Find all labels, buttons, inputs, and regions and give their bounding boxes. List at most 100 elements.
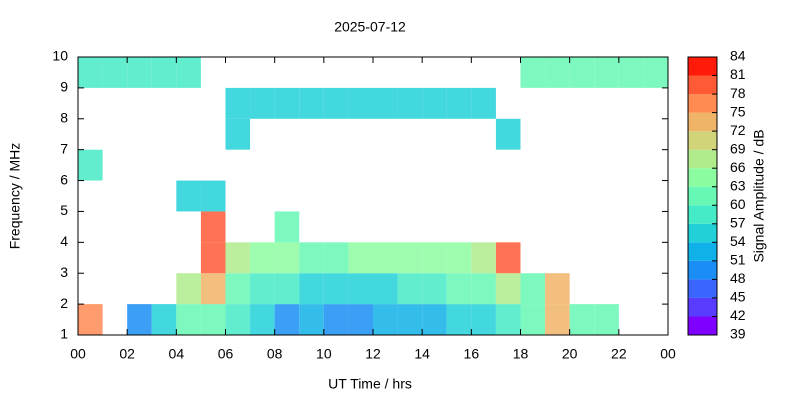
colorbar-tick-label: 84 [730,48,746,64]
colorbar-band [688,75,717,95]
colorbar-label: Signal Amplitude / dB [751,129,767,262]
heat-cell [274,211,300,243]
heat-cell [594,304,619,335]
heat-cell [594,57,619,88]
colorbar-band [688,205,717,224]
heat-cell [495,242,521,274]
colorbar-band [688,242,717,261]
heat-cell [225,242,251,274]
heat-cell [422,304,447,335]
heat-cell [299,242,324,274]
heat-cell [569,304,595,335]
x-axis-label: UT Time / hrs [328,376,412,392]
heat-cell [274,273,300,305]
heat-cell [520,304,546,335]
heat-cell [225,87,251,119]
heat-cell [250,242,275,274]
colorbar-band [688,131,717,150]
heat-cell [323,304,349,335]
heat-cell [200,211,226,243]
heat-cell [274,304,300,335]
colorbar-band [688,57,717,76]
heat-cell [446,304,472,335]
colorbar-tick-label: 51 [730,252,746,268]
colorbar-tick-label: 66 [730,159,746,175]
heat-cell [373,273,398,305]
heat-cell [446,87,472,119]
heat-cell [471,273,496,305]
heat-cell [151,57,177,88]
heat-cell [397,304,423,335]
colorbar-tick-label: 75 [730,103,746,119]
colorbar-band [688,260,717,280]
colorbar-tick-label: 42 [730,307,746,323]
colorbar-tick-label: 60 [730,196,746,212]
chart-title: 2025-07-12 [334,19,406,35]
heat-cell [299,87,324,119]
colorbar-frame [687,56,718,336]
colorbar-tick-label: 57 [730,215,746,231]
heat-cell [225,118,251,150]
heat-cell [446,273,472,305]
heat-cell [176,57,201,88]
heat-cell [348,304,373,335]
heat-cell [397,273,423,305]
heat-cell [323,242,349,274]
heat-cell [127,304,152,335]
colorbar-band [688,223,717,243]
heat-cell [471,242,496,274]
x-tick-label: 10 [316,346,332,362]
colorbar-tick-label: 45 [730,289,746,305]
heat-cell [274,87,300,119]
heat-cell [373,304,398,335]
heat-cell [200,273,226,305]
colorbar-band [688,279,717,298]
heat-cell [373,87,398,119]
heat-cell [618,57,644,88]
heat-cell [323,273,349,305]
colorbar-tick-label: 63 [730,177,746,193]
heat-cell [323,87,349,119]
heat-cell [545,57,570,88]
y-tick-label: 10 [52,48,68,64]
heat-cell [569,57,595,88]
heat-cell [471,304,496,335]
heat-cell [200,304,226,335]
heat-cell [200,180,226,212]
colorbar-tick-label: 48 [730,270,746,286]
heat-cell [643,57,668,88]
colorbar-tick-label: 54 [730,233,746,249]
x-tick-label: 00 [660,346,676,362]
heat-cell [127,57,152,88]
heat-cell [176,180,201,212]
x-tick-label: 06 [218,346,234,362]
heat-cell [274,242,300,274]
heat-cell [471,87,496,119]
y-tick-label: 6 [60,171,68,187]
colorbar-band [688,186,717,206]
x-tick-label: 22 [611,346,627,362]
colorbar-tick-label: 39 [730,326,746,342]
heat-cell [250,304,275,335]
heat-cell [176,273,201,305]
heat-cell [397,242,423,274]
heat-cell [545,273,570,305]
heat-cell [250,273,275,305]
heat-cell [225,273,251,305]
heat-cell [299,304,324,335]
y-tick-label: 4 [60,233,68,249]
x-tick-label: 02 [119,346,135,362]
heat-cell [78,57,103,88]
heat-cell [422,273,447,305]
colorbar-tick-label: 78 [730,85,746,101]
heat-cell [520,273,546,305]
y-tick-label: 2 [60,295,68,311]
colorbar-band [688,94,717,113]
colorbar-tick-label: 72 [730,122,746,138]
heat-cell [250,87,275,119]
x-tick-label: 20 [562,346,578,362]
y-tick-label: 3 [60,264,68,280]
heat-cell [348,242,373,274]
colorbar-band [688,149,717,169]
x-tick-label: 00 [70,346,86,362]
